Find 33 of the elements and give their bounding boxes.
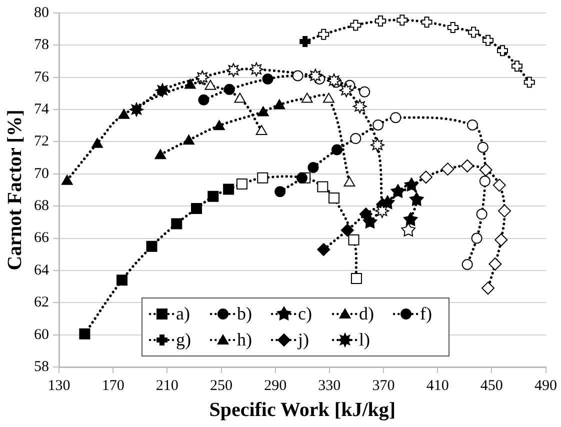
y-tick-label: 70 [34, 166, 49, 182]
x-tick-label: 250 [210, 378, 232, 394]
y-tick-label: 72 [34, 134, 49, 150]
x-tick-label: 330 [318, 378, 341, 394]
x-tick-label: 290 [264, 378, 287, 394]
y-tick-label: 60 [34, 326, 49, 343]
legend-label: j) [297, 330, 309, 350]
x-tick-label: 170 [102, 378, 124, 394]
x-tick-label: 370 [372, 378, 395, 394]
legend-label: d) [359, 304, 374, 324]
x-tick-label: 490 [534, 378, 557, 394]
legend-label: b) [237, 304, 252, 324]
y-tick-label: 78 [34, 37, 49, 54]
legend-label: h) [237, 330, 252, 350]
legend-label: c) [298, 304, 312, 324]
legend-label: a) [176, 304, 190, 324]
legend-label: l) [359, 330, 370, 350]
y-tick-label: 76 [34, 69, 50, 86]
y-tick-label: 58 [34, 358, 49, 375]
legend-label: g) [176, 330, 191, 350]
x-tick-label: 130 [48, 378, 70, 394]
y-tick-label: 62 [34, 294, 49, 311]
y-tick-label: 66 [34, 230, 50, 246]
y-tick-label: 80 [34, 4, 49, 21]
x-axis-title: Specific Work [kJ/kg] [209, 399, 396, 422]
x-tick-label: 410 [426, 378, 449, 394]
y-tick-label: 74 [34, 101, 50, 118]
y-tick-label: 64 [34, 262, 50, 278]
legend-label: f) [420, 304, 432, 324]
x-tick-label: 450 [480, 378, 503, 394]
y-tick-label: 68 [34, 198, 49, 214]
y-axis-title: Carnot Factor [%] [4, 110, 26, 270]
x-tick-label: 210 [156, 378, 178, 394]
